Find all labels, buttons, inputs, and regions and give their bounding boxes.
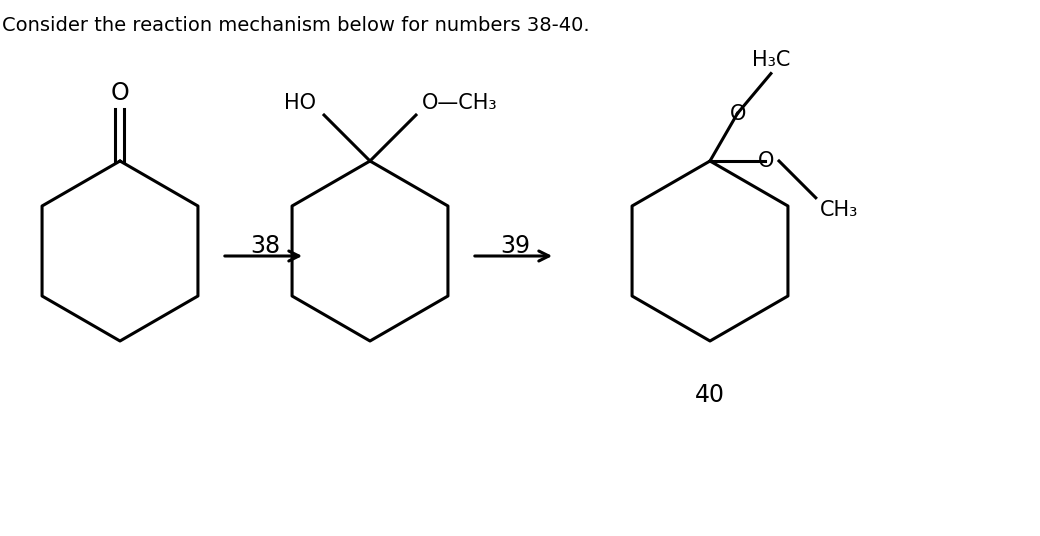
Text: H₃C: H₃C: [752, 49, 790, 70]
Text: O—CH₃: O—CH₃: [422, 93, 497, 113]
Text: 38: 38: [250, 234, 280, 258]
Text: 40: 40: [695, 383, 725, 407]
Text: O: O: [110, 81, 129, 105]
Text: HO: HO: [284, 93, 316, 113]
Text: 39: 39: [500, 234, 530, 258]
Text: O: O: [730, 105, 747, 124]
Text: O: O: [758, 151, 774, 171]
Text: CH₃: CH₃: [820, 200, 858, 220]
Text: Consider the reaction mechanism below for numbers 38-40.: Consider the reaction mechanism below fo…: [2, 16, 590, 35]
